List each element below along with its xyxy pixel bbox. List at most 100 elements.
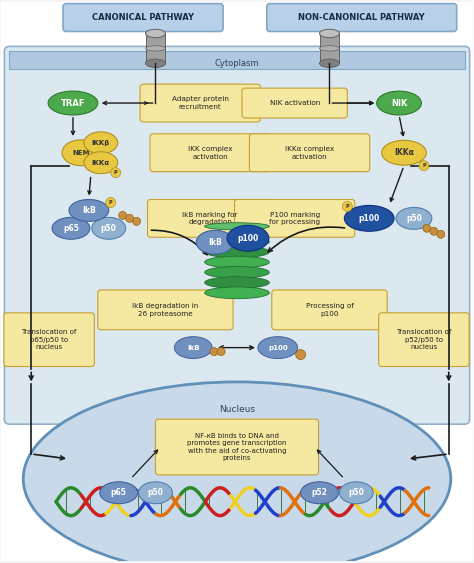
FancyBboxPatch shape xyxy=(4,46,470,424)
Text: IKKα: IKKα xyxy=(394,148,414,157)
Circle shape xyxy=(133,217,141,225)
Ellipse shape xyxy=(205,287,269,298)
Text: NF-κB binds to DNA and
promotes gene transcription
with the aid of co-activating: NF-κB binds to DNA and promotes gene tra… xyxy=(187,433,287,461)
Text: IKKα complex
activation: IKKα complex activation xyxy=(285,146,334,159)
Ellipse shape xyxy=(205,276,269,288)
Ellipse shape xyxy=(227,225,269,251)
Text: P: P xyxy=(422,163,426,168)
Circle shape xyxy=(118,212,127,220)
Text: P: P xyxy=(114,170,118,175)
FancyBboxPatch shape xyxy=(63,3,223,32)
Text: IkB degradation in
26 proteasome: IkB degradation in 26 proteasome xyxy=(132,303,199,316)
Circle shape xyxy=(210,347,218,356)
Text: CANONICAL PATHWAY: CANONICAL PATHWAY xyxy=(91,13,193,22)
Text: p50: p50 xyxy=(101,224,117,233)
Ellipse shape xyxy=(52,217,90,239)
Ellipse shape xyxy=(319,59,339,68)
FancyBboxPatch shape xyxy=(267,3,457,32)
FancyBboxPatch shape xyxy=(379,313,469,367)
Text: P: P xyxy=(346,204,349,209)
Text: NIK: NIK xyxy=(391,99,407,108)
Ellipse shape xyxy=(382,140,427,165)
Text: IKK complex
activation: IKK complex activation xyxy=(188,146,232,159)
FancyBboxPatch shape xyxy=(147,199,273,237)
Ellipse shape xyxy=(258,337,298,359)
Text: NIK activation: NIK activation xyxy=(270,100,320,106)
Text: IKKα: IKKα xyxy=(92,160,110,166)
Text: NON-CANONICAL PATHWAY: NON-CANONICAL PATHWAY xyxy=(298,13,425,22)
Ellipse shape xyxy=(69,199,109,221)
Text: IkB marking for
degradation: IkB marking for degradation xyxy=(182,212,238,225)
Ellipse shape xyxy=(339,482,373,504)
Ellipse shape xyxy=(84,132,118,154)
Ellipse shape xyxy=(174,337,212,359)
Text: Nucleus: Nucleus xyxy=(219,405,255,414)
Ellipse shape xyxy=(319,46,339,51)
Ellipse shape xyxy=(205,226,269,238)
Text: IkB: IkB xyxy=(82,206,96,215)
Ellipse shape xyxy=(319,29,339,38)
Text: p52: p52 xyxy=(311,488,328,497)
FancyBboxPatch shape xyxy=(150,134,270,172)
Ellipse shape xyxy=(205,223,269,230)
FancyBboxPatch shape xyxy=(140,84,260,122)
Circle shape xyxy=(342,202,352,212)
Bar xyxy=(319,33,339,63)
FancyBboxPatch shape xyxy=(98,290,233,330)
Circle shape xyxy=(111,168,121,177)
Ellipse shape xyxy=(146,29,165,38)
Circle shape xyxy=(106,198,116,207)
Circle shape xyxy=(296,350,306,360)
Ellipse shape xyxy=(62,140,100,166)
Text: P100 marking
for processing: P100 marking for processing xyxy=(269,212,320,225)
Ellipse shape xyxy=(205,246,269,258)
FancyBboxPatch shape xyxy=(272,290,387,330)
FancyBboxPatch shape xyxy=(249,134,370,172)
Ellipse shape xyxy=(100,482,137,504)
FancyBboxPatch shape xyxy=(235,199,355,237)
FancyBboxPatch shape xyxy=(155,419,319,475)
Text: p65: p65 xyxy=(111,488,127,497)
Circle shape xyxy=(423,224,431,233)
Ellipse shape xyxy=(396,207,432,229)
Circle shape xyxy=(430,227,438,235)
Ellipse shape xyxy=(205,266,269,278)
Text: p100: p100 xyxy=(359,214,380,223)
Text: p100: p100 xyxy=(268,345,288,351)
Ellipse shape xyxy=(301,482,338,504)
Circle shape xyxy=(437,230,445,238)
FancyBboxPatch shape xyxy=(4,313,94,367)
Text: TRAF: TRAF xyxy=(61,99,85,108)
Circle shape xyxy=(419,160,429,171)
Text: IKKβ: IKKβ xyxy=(91,140,110,146)
Ellipse shape xyxy=(23,382,451,563)
Ellipse shape xyxy=(205,236,269,248)
Ellipse shape xyxy=(205,256,269,268)
Ellipse shape xyxy=(92,217,126,239)
Ellipse shape xyxy=(138,482,173,504)
Ellipse shape xyxy=(84,152,118,173)
Circle shape xyxy=(217,347,225,356)
Bar xyxy=(9,51,465,69)
Text: P: P xyxy=(109,200,112,205)
Text: Cytoplasm: Cytoplasm xyxy=(215,59,259,68)
Ellipse shape xyxy=(377,91,421,115)
Ellipse shape xyxy=(146,46,165,51)
Text: IkB: IkB xyxy=(187,345,200,351)
Text: IkB: IkB xyxy=(208,238,222,247)
Ellipse shape xyxy=(48,91,98,115)
Text: p100: p100 xyxy=(237,234,258,243)
Bar xyxy=(146,33,165,63)
Text: Adapter protein
recruitment: Adapter protein recruitment xyxy=(172,96,228,110)
Ellipse shape xyxy=(345,205,394,231)
FancyBboxPatch shape xyxy=(242,88,347,118)
Text: p50: p50 xyxy=(406,214,422,223)
Text: Translocation of
p52/p50 to
nucleus: Translocation of p52/p50 to nucleus xyxy=(396,329,452,350)
Ellipse shape xyxy=(196,230,234,254)
Text: Translocation of
p65/p50 to
nucleus: Translocation of p65/p50 to nucleus xyxy=(21,329,77,350)
Text: p50: p50 xyxy=(348,488,364,497)
Text: p50: p50 xyxy=(147,488,164,497)
Text: NEM: NEM xyxy=(72,150,90,156)
Text: p65: p65 xyxy=(63,224,79,233)
Ellipse shape xyxy=(146,59,165,68)
